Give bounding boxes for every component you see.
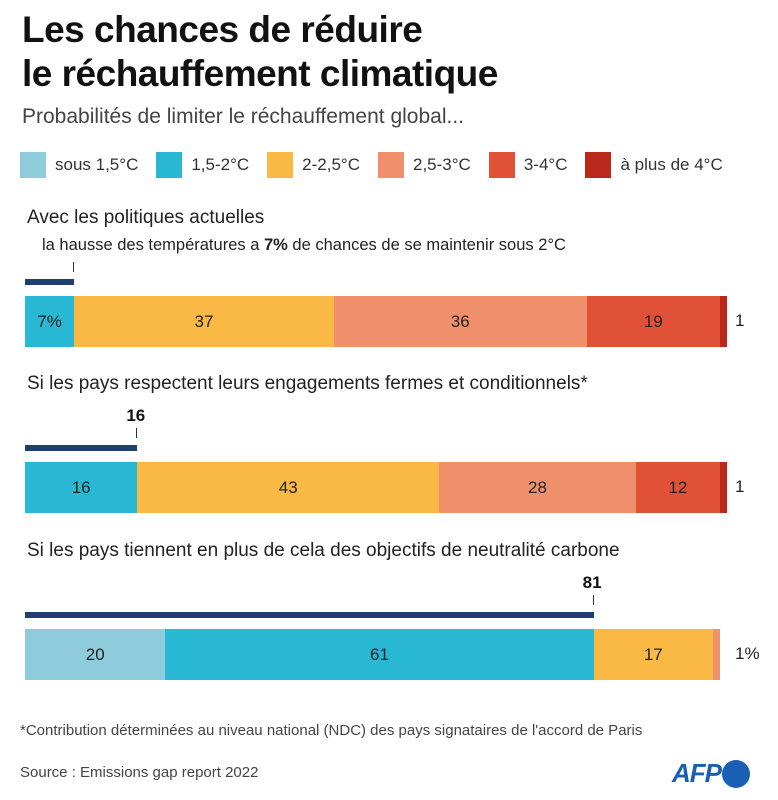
bar-segment-5 xyxy=(719,462,727,513)
note-bold: 7% xyxy=(263,236,288,254)
bar-segment-2: 43 xyxy=(137,462,440,513)
legend-label: 2,5-3°C xyxy=(413,155,471,174)
segment-label-outside: 1 xyxy=(735,311,745,330)
legend-swatch xyxy=(267,152,294,178)
legend-label: 2-2,5°C xyxy=(302,155,360,174)
segment-label: 37 xyxy=(194,311,214,331)
legend-item: 2,5-3°C xyxy=(378,152,471,178)
legend-label: à plus de 4°C xyxy=(620,155,723,174)
segment-label: 16 xyxy=(71,477,91,497)
legend: sous 1,5°C 1,5-2°C 2-2,5°C 2,5-3°C 3-4°C à pl… xyxy=(20,152,741,178)
bar-segment-1: 61 xyxy=(165,629,594,680)
highlight-tick xyxy=(592,595,594,605)
afp-logo: AF P xyxy=(672,758,751,789)
title: Les chances de réduire le réchauffement … xyxy=(22,8,498,96)
legend-item: à plus de 4°C xyxy=(585,152,723,178)
legend-label: sous 1,5°C xyxy=(55,155,139,174)
legend-item: sous 1,5°C xyxy=(20,152,138,178)
note-text: de chances de se maintenir sous 2°C xyxy=(287,236,566,254)
segment-label-outside: 1% xyxy=(735,644,760,663)
bar-segment-1: 7% xyxy=(25,296,75,347)
highlight-line xyxy=(25,279,75,285)
bar-segment-3: 36 xyxy=(333,296,587,347)
segment-label: 12 xyxy=(668,477,688,497)
highlight-value: 81 xyxy=(582,573,602,592)
segment-label: 19 xyxy=(643,311,663,331)
stacked-bar: 7% 37 36 19 xyxy=(25,296,727,347)
legend-swatch xyxy=(20,152,46,178)
title-line-2: le réchauffement climatique xyxy=(22,53,498,94)
bar-segment-3: 28 xyxy=(439,462,636,513)
bar-segment-2: 17 xyxy=(593,629,713,680)
legend-swatch xyxy=(156,152,183,178)
highlight-tick xyxy=(73,262,75,272)
stacked-bar: 20 61 17 xyxy=(25,629,727,680)
highlight-tick xyxy=(136,428,138,438)
scenario-title: Avec les politiques actuelles xyxy=(27,207,265,228)
source: Source : Emissions gap report 2022 xyxy=(20,764,259,781)
highlight-value: 16 xyxy=(126,406,146,425)
bar-segment-4: 12 xyxy=(635,462,720,513)
segment-label: 43 xyxy=(278,477,298,497)
legend-swatch xyxy=(488,152,515,178)
scenario-title: Si les pays tiennent en plus de cela des… xyxy=(27,540,620,561)
bar-segment-4: 19 xyxy=(586,296,720,347)
legend-label: 3-4°C xyxy=(523,155,568,174)
legend-item: 2-2,5°C xyxy=(267,152,360,178)
segment-label: 28 xyxy=(527,477,547,497)
segment-label: 61 xyxy=(370,644,389,664)
highlight-line xyxy=(25,445,138,451)
bar-segment-0: 20 xyxy=(25,629,166,680)
segment-label-outside: 1 xyxy=(735,477,745,496)
title-line-1: Les chances de réduire xyxy=(22,9,423,50)
bar-segment-1: 16 xyxy=(25,462,138,513)
subtitle: Probabilités de limiter le réchauffement… xyxy=(22,105,465,128)
footnote: *Contribution déterminées au niveau nati… xyxy=(20,722,643,739)
segment-label: 7% xyxy=(37,311,62,331)
stacked-bar: 16 43 28 12 xyxy=(25,462,727,513)
bar-segment-5 xyxy=(719,296,727,347)
segment-label: 20 xyxy=(85,644,105,664)
legend-swatch xyxy=(585,152,612,178)
bar-segment-2: 37 xyxy=(74,296,334,347)
segment-label: 17 xyxy=(643,644,663,664)
note-text: la hausse des températures a xyxy=(42,236,264,254)
legend-item: 1,5-2°C xyxy=(156,152,249,178)
legend-swatch xyxy=(378,152,404,178)
highlight-line xyxy=(25,612,594,618)
scenario-note: la hausse des températures a 7% de chanc… xyxy=(42,236,566,255)
bar-segment-3 xyxy=(712,629,720,680)
afp-logo-circle-icon xyxy=(722,759,751,788)
legend-label: 1,5-2°C xyxy=(191,155,250,174)
scenario-title: Si les pays respectent leurs engagements… xyxy=(27,373,588,394)
segment-label: 36 xyxy=(450,311,470,331)
legend-item: 3-4°C xyxy=(488,152,568,178)
